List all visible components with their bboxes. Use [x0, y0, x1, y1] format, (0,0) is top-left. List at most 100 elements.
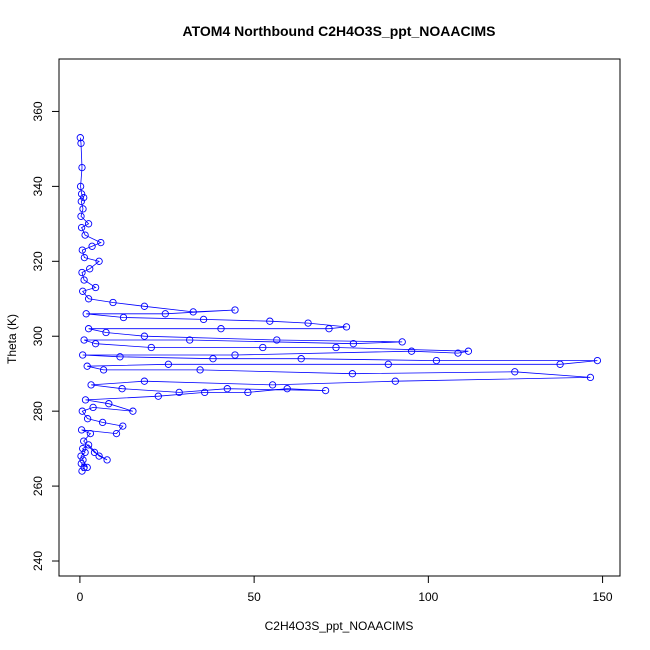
data-point	[95, 257, 103, 265]
data-point	[88, 242, 96, 250]
data-point	[81, 448, 89, 457]
data-point	[99, 366, 108, 374]
data-point	[454, 349, 462, 357]
data-point	[154, 392, 162, 400]
data-point	[164, 360, 173, 368]
data-point	[105, 400, 113, 408]
data-point	[77, 139, 85, 147]
data-point	[189, 308, 197, 316]
data-point	[98, 418, 107, 427]
data-point	[91, 283, 100, 292]
x-tick-label: 50	[247, 590, 261, 604]
data-point	[76, 182, 85, 191]
data-point	[140, 377, 149, 385]
data-point	[84, 441, 93, 449]
data-point	[87, 381, 95, 389]
data-point	[102, 328, 110, 337]
data-point	[78, 467, 86, 475]
data-point	[80, 276, 88, 284]
data-point	[82, 310, 90, 318]
data-point	[103, 456, 111, 464]
data-point	[199, 315, 208, 324]
data-point	[140, 332, 149, 340]
data-point	[384, 360, 392, 368]
data-point	[80, 437, 88, 445]
y-tick-label: 360	[31, 101, 45, 121]
data-point	[209, 355, 217, 363]
data-point	[90, 448, 99, 457]
x-axis-label: C2H4O3S_ppt_NOAACIMS	[265, 619, 414, 633]
x-tick-label: 0	[77, 590, 84, 604]
data-point	[77, 197, 85, 206]
data-point	[268, 381, 277, 389]
data-point	[77, 452, 85, 460]
data-point	[398, 338, 406, 346]
data-point	[325, 325, 333, 333]
y-tick-label: 320	[31, 251, 45, 271]
data-point	[77, 223, 86, 232]
data-point	[81, 231, 89, 239]
y-tick-label: 340	[31, 176, 45, 196]
data-point	[77, 190, 86, 198]
data-point	[80, 336, 88, 344]
data-point	[78, 407, 86, 415]
data-point	[79, 351, 87, 359]
y-tick-label: 260	[31, 476, 45, 496]
data-point	[91, 340, 100, 348]
data-point	[175, 388, 183, 397]
x-tick-label: 100	[418, 590, 438, 604]
data-point	[266, 317, 274, 325]
data-point	[201, 388, 209, 397]
data-point	[273, 336, 281, 344]
x-axis: 0 50 100 150	[77, 575, 613, 604]
data-point	[78, 163, 86, 172]
data-point	[77, 459, 85, 468]
chart-title: ATOM4 Northbound C2H4O3S_ppt_NOAACIMS	[183, 23, 496, 39]
data-point	[511, 368, 519, 376]
data-point	[83, 362, 91, 370]
data-point	[231, 351, 239, 359]
data-point	[79, 205, 87, 213]
data-point	[231, 306, 239, 314]
data-point	[259, 343, 267, 352]
y-tick-label: 240	[31, 551, 45, 571]
data-point	[129, 407, 137, 415]
data-point	[80, 193, 88, 202]
data-point	[84, 295, 93, 303]
data-point	[78, 268, 86, 277]
data-point	[84, 220, 93, 228]
data-point	[283, 385, 291, 393]
data-point	[80, 253, 89, 262]
data-point	[217, 325, 225, 333]
data-point	[593, 356, 602, 365]
data-point	[407, 347, 416, 355]
data-point	[89, 403, 97, 412]
data-point	[348, 370, 357, 378]
data-point	[77, 426, 86, 434]
data-point	[95, 452, 103, 460]
data-point	[78, 246, 86, 254]
data-point	[77, 212, 85, 220]
data-point	[119, 313, 128, 322]
data-point	[304, 319, 312, 327]
data-point	[196, 366, 204, 374]
data-point	[119, 422, 127, 430]
data-point	[83, 463, 91, 472]
data-point	[332, 343, 340, 352]
data-point	[342, 323, 351, 331]
data-point	[97, 238, 105, 247]
data-point	[112, 429, 121, 438]
y-tick-label: 280	[31, 401, 45, 421]
data-point	[321, 386, 330, 395]
y-tick-label: 300	[31, 326, 45, 346]
data-point	[79, 287, 87, 295]
data-point	[79, 456, 87, 464]
data-point	[86, 265, 94, 273]
data-point	[432, 356, 441, 365]
data-point	[244, 388, 252, 397]
data-point	[464, 347, 473, 355]
data-point	[118, 385, 126, 393]
data-point	[186, 336, 194, 344]
series-line	[79, 137, 598, 472]
